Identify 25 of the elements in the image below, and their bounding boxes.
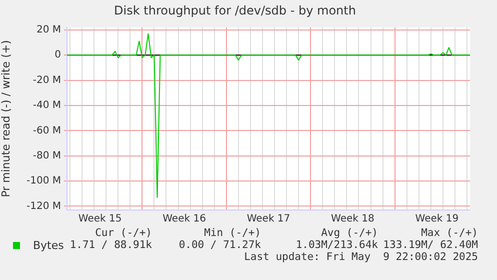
x-tick-label: Week 19 — [415, 214, 459, 225]
y-tick-label: -120 M — [26, 200, 61, 212]
text: 1.03M/213.64k — [296, 239, 378, 251]
x-tick-label: Week 15 — [78, 214, 122, 225]
x-tick-label: Week 17 — [246, 214, 290, 225]
chart-title: Disk throughput for /dev/sdb - by month — [114, 3, 356, 18]
text: Min (-/+) — [204, 227, 261, 239]
y-tick-label: 0 — [54, 50, 61, 61]
y-tick-label: 20 M — [36, 24, 61, 36]
y-tick-label: -100 M — [26, 176, 61, 187]
y-axis-title: Pr minute read (-) / write (+) — [0, 40, 12, 198]
x-tick-label: Week 16 — [162, 214, 206, 225]
y-tick-label: -20 M — [32, 74, 61, 86]
text: Avg (-/+) — [321, 227, 378, 239]
x-tick-label: Week 18 — [331, 214, 374, 225]
legend-label: Bytes — [33, 239, 64, 252]
text: Last update: Fri May 9 22:00:02 2025 — [244, 251, 478, 263]
y-tick-label: -40 M — [32, 100, 61, 112]
y-tick-label: -80 M — [32, 150, 61, 162]
text: 1.71 / 88.91k — [70, 239, 152, 251]
text: Cur (-/+) — [95, 227, 152, 239]
text: Max (-/+) — [421, 227, 478, 239]
text: 133.19M/ 62.40M — [383, 239, 478, 251]
text: 0.00 / 71.27k — [178, 239, 261, 251]
y-tick-label: -60 M — [32, 125, 61, 136]
